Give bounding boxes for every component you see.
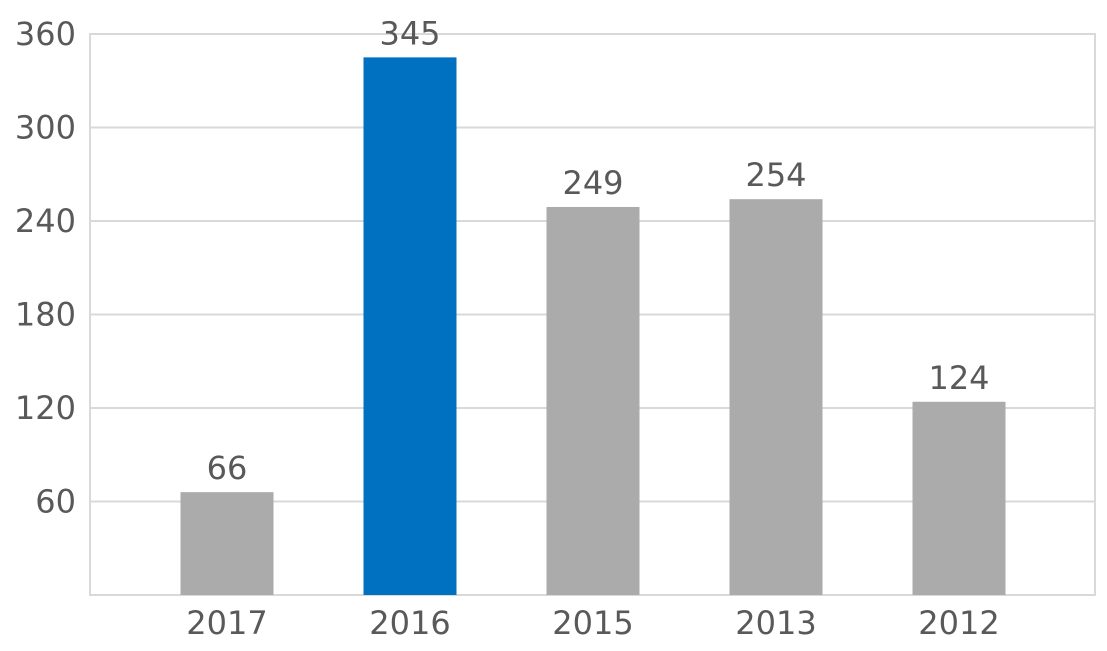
- bar: [729, 199, 823, 595]
- y-tick-label: 180: [15, 296, 76, 334]
- y-tick-label: 120: [15, 389, 76, 427]
- bar: [180, 492, 274, 595]
- x-tick-label: 2017: [186, 604, 267, 642]
- value-label: 124: [928, 359, 989, 397]
- x-tick-label: 2012: [918, 604, 999, 642]
- x-tick-label: 2016: [369, 604, 450, 642]
- value-label: 66: [207, 449, 248, 487]
- value-label: 254: [745, 156, 806, 194]
- bar: [546, 206, 640, 595]
- bar: [363, 57, 457, 595]
- x-tick-label: 2015: [552, 604, 633, 642]
- value-label: 249: [562, 164, 623, 202]
- y-tick-label: 240: [15, 202, 76, 240]
- bar: [912, 401, 1006, 595]
- y-tick-label: 300: [15, 109, 76, 147]
- y-tick-label: 60: [35, 483, 76, 521]
- value-label: 345: [379, 14, 440, 52]
- y-tick-label: 360: [15, 15, 76, 53]
- x-tick-label: 2013: [735, 604, 816, 642]
